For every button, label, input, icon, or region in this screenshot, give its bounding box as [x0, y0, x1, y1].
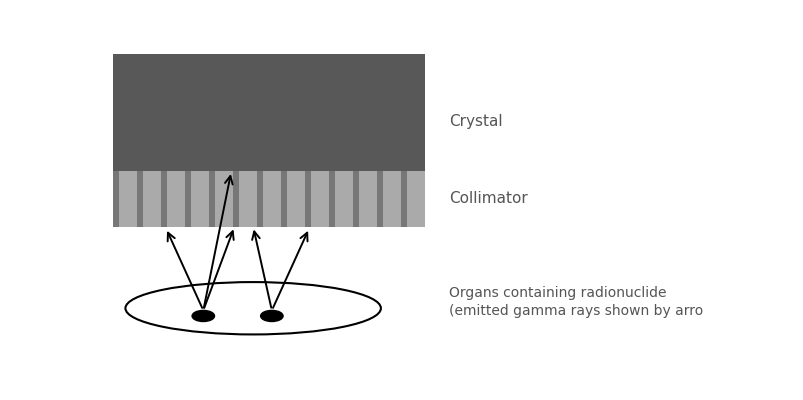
- Bar: [112, 54, 424, 171]
- Bar: [328, 171, 334, 227]
- Bar: [233, 171, 238, 227]
- Text: Organs containing radionuclide: Organs containing radionuclide: [449, 286, 666, 300]
- Bar: [185, 171, 190, 227]
- Bar: [137, 171, 143, 227]
- Bar: [112, 171, 424, 227]
- Circle shape: [260, 310, 283, 322]
- Text: Crystal: Crystal: [449, 114, 503, 130]
- Bar: [112, 171, 119, 227]
- Bar: [400, 171, 406, 227]
- Text: (emitted gamma rays shown by arro: (emitted gamma rays shown by arro: [449, 304, 703, 318]
- Text: Collimator: Collimator: [449, 192, 528, 206]
- Bar: [304, 171, 310, 227]
- Bar: [376, 171, 382, 227]
- Bar: [280, 171, 287, 227]
- Bar: [161, 171, 167, 227]
- Bar: [353, 171, 358, 227]
- Bar: [256, 171, 263, 227]
- Ellipse shape: [125, 282, 381, 334]
- Circle shape: [192, 310, 214, 322]
- Bar: [209, 171, 214, 227]
